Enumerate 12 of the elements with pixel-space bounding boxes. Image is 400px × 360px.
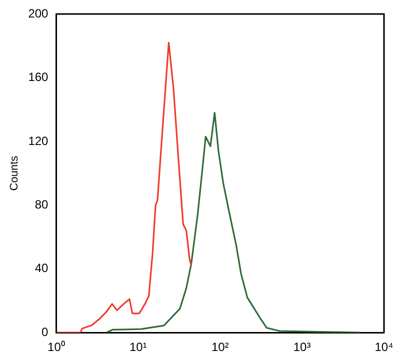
x-tick-label: 10³	[293, 340, 311, 354]
y-tick-label: 0	[42, 324, 49, 339]
x-tick-label: 10⁴	[374, 340, 394, 354]
y-tick-label: 200	[28, 6, 49, 20]
y-axis-title: Counts	[8, 155, 21, 191]
x-tick-label: 10²	[211, 340, 229, 354]
y-tick-label: 80	[34, 197, 49, 212]
y-tick-label: 40	[34, 261, 49, 276]
x-tick-label: 10¹	[129, 340, 147, 354]
y-tick-label: 160	[28, 70, 49, 84]
y-tick-label: 120	[28, 134, 49, 148]
x-tick-label: 10⁰	[48, 340, 65, 354]
